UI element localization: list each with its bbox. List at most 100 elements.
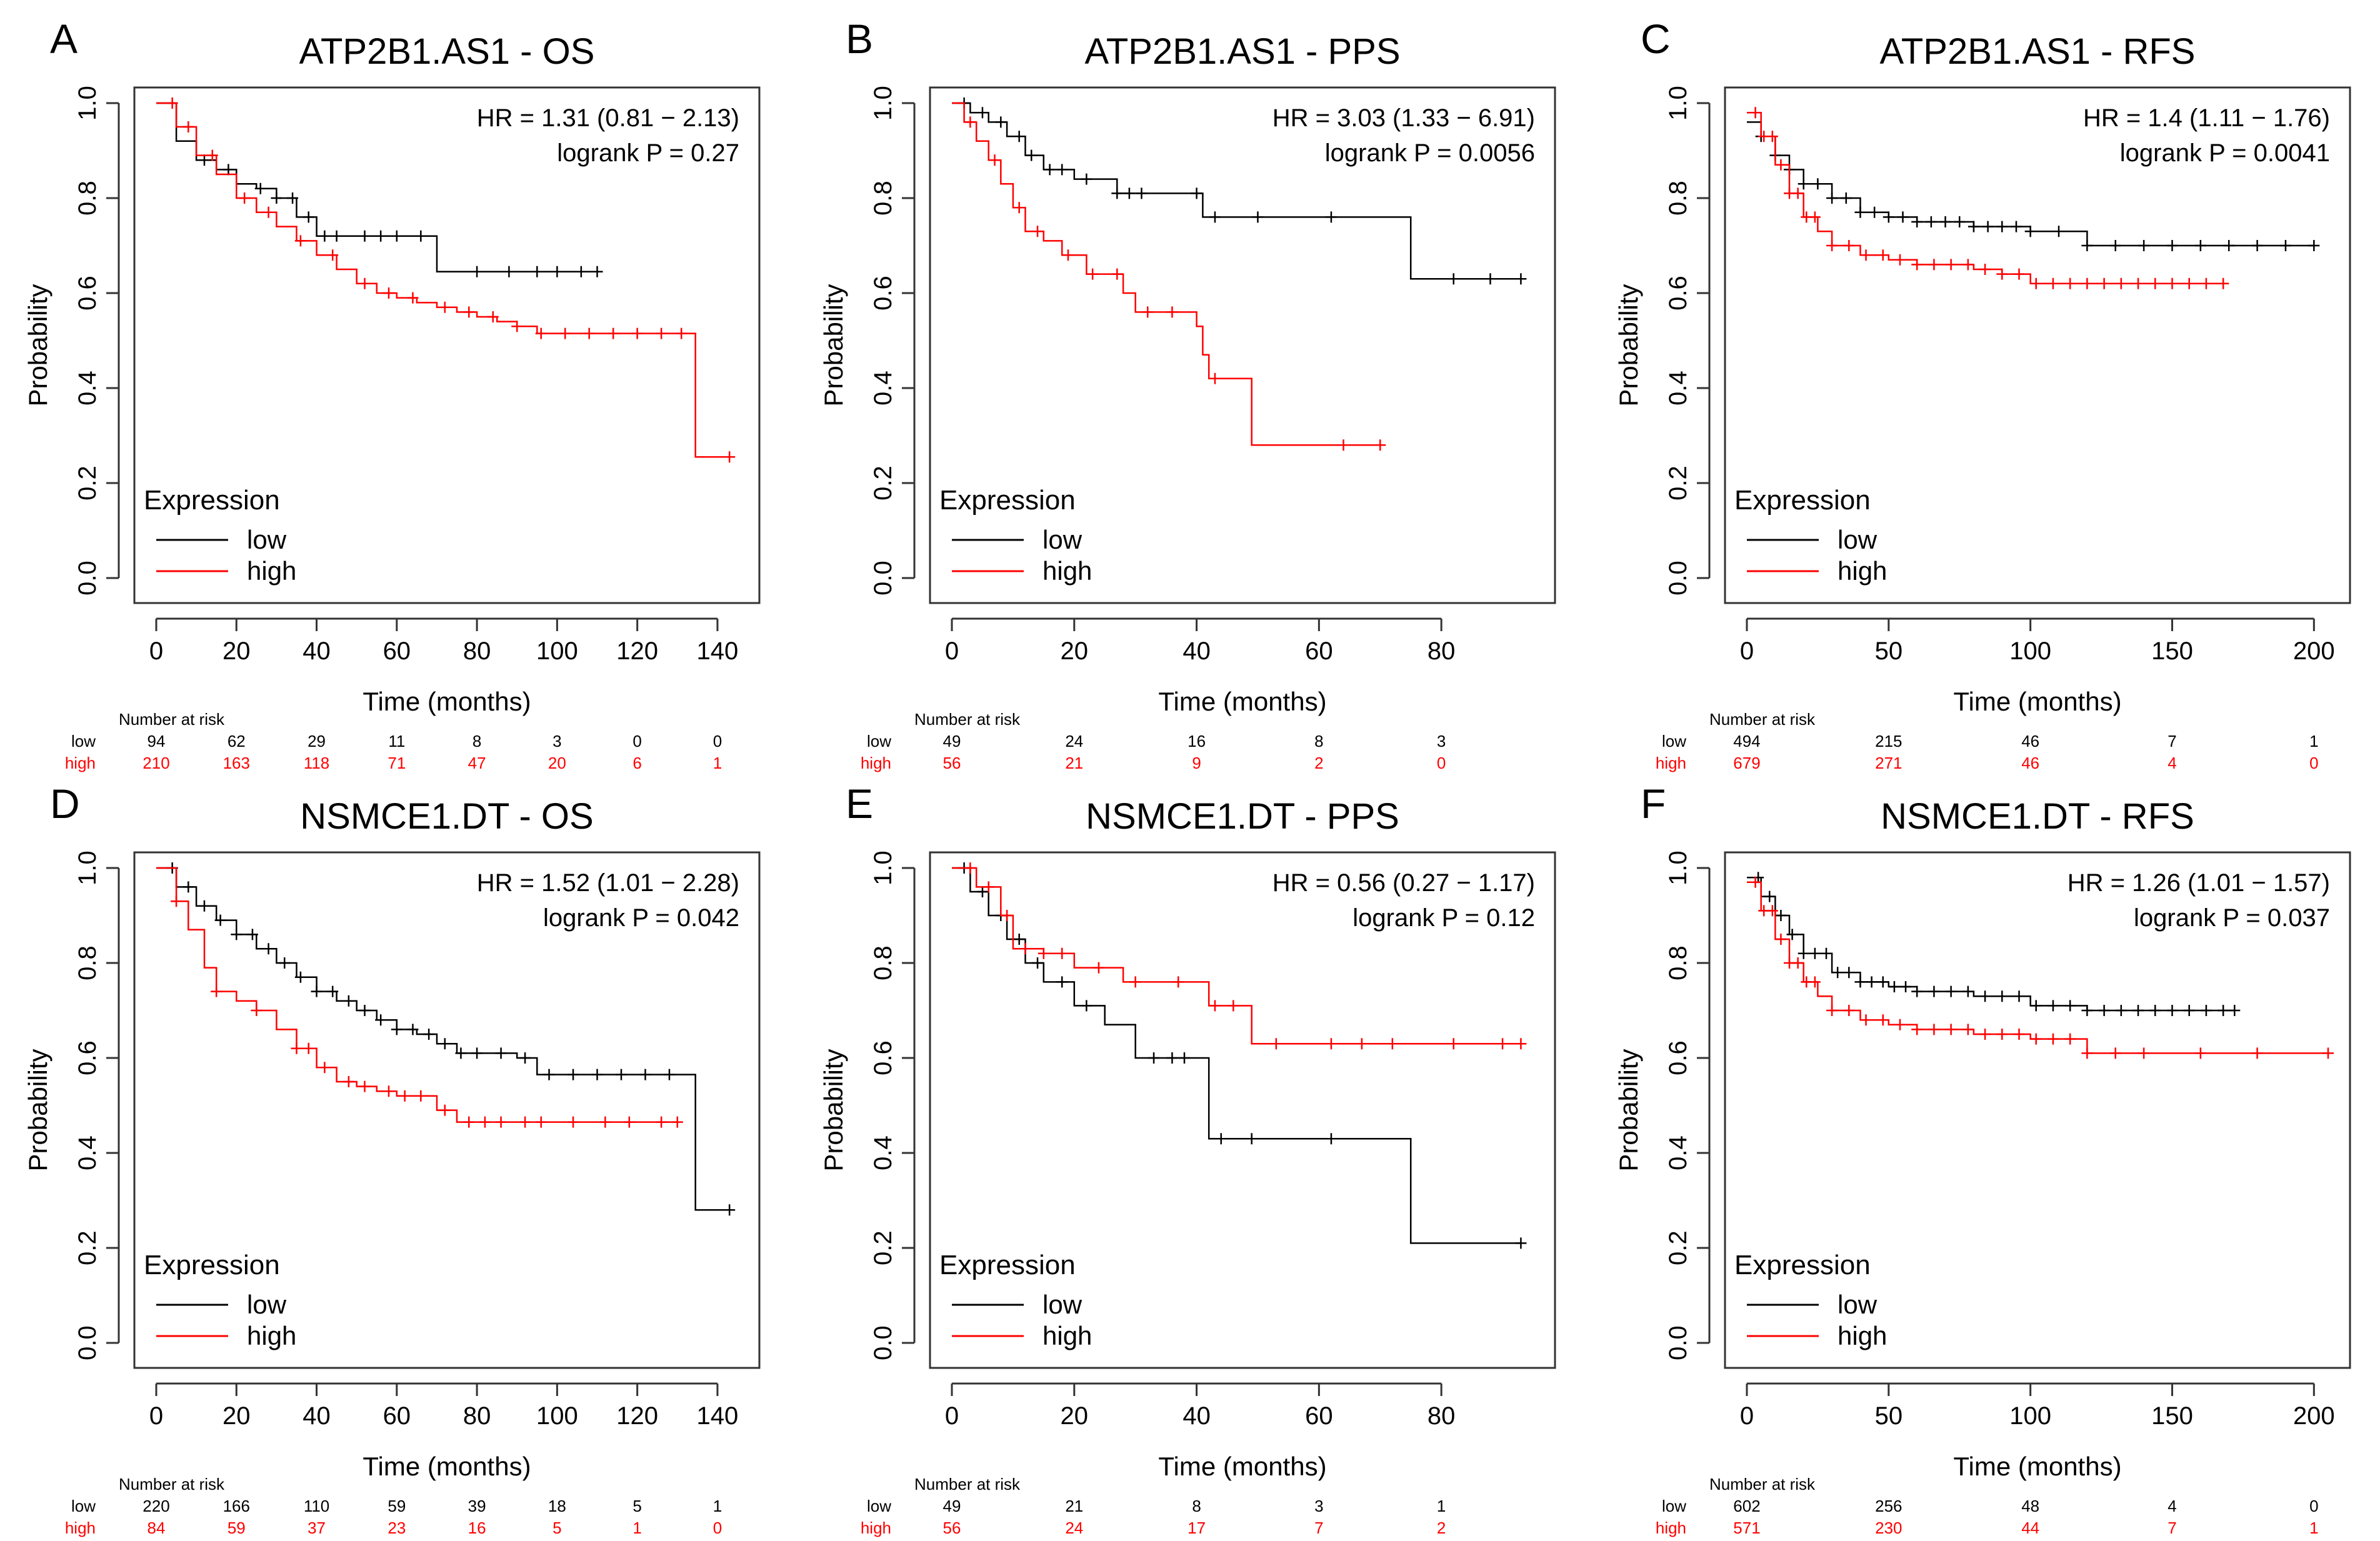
panel-c: C ATP2B1.AS1 - RFS 0.0 0.2 0.4 0.6 0.8 1.0 Proba… <box>1614 16 2351 772</box>
censor-mark-low <box>1832 967 1844 979</box>
censor-mark-low <box>1854 976 1866 988</box>
censor-mark-high <box>1209 1000 1221 1012</box>
censor-mark-high <box>239 192 251 204</box>
censor-mark-high <box>319 1062 331 1074</box>
risk-value: 16 <box>468 1519 486 1537</box>
censor-mark-low <box>2308 240 2320 251</box>
risk-table-header: Number at risk <box>119 710 225 729</box>
y-tick-label: 0.8 <box>74 181 101 216</box>
censor-mark-low <box>1888 981 1900 992</box>
censor-mark-low <box>1752 872 1764 884</box>
risk-table-header: Number at risk <box>1709 710 1816 729</box>
legend-title: Expression <box>144 1250 280 1280</box>
censor-mark-high <box>206 149 218 161</box>
risk-value: 7 <box>1314 1519 1323 1537</box>
x-tick-label: 80 <box>1428 637 1456 665</box>
censor-mark-high <box>1001 910 1013 921</box>
censor-mark-high <box>1013 202 1025 214</box>
y-tick-label: 0.0 <box>1664 1325 1692 1360</box>
censor-mark-low <box>287 192 299 204</box>
legend-label-high: high <box>1838 1321 1887 1350</box>
risk-value: 20 <box>548 754 566 772</box>
risk-value: 166 <box>223 1497 250 1515</box>
y-tick-label: 1.0 <box>1664 86 1692 121</box>
censor-mark-high <box>359 1080 371 1092</box>
x-tick-label: 80 <box>463 1402 491 1430</box>
x-tick-label: 100 <box>2009 637 2051 665</box>
censor-mark-low <box>1945 985 1957 997</box>
censor-mark-low <box>455 1047 467 1059</box>
risk-value: 3 <box>552 732 561 751</box>
km-curve-low <box>952 102 1521 280</box>
censor-mark-high <box>291 1042 302 1054</box>
censor-mark-high <box>568 1116 579 1128</box>
legend-title: Expression <box>1734 485 1871 516</box>
censor-mark-high <box>1809 976 1821 988</box>
censor-mark-low <box>342 995 354 1007</box>
risk-value: 0 <box>713 732 722 751</box>
legend-label-low: low <box>1042 525 1082 554</box>
risk-value: 24 <box>1065 1519 1083 1537</box>
censor-mark-low <box>2047 1000 2059 1012</box>
censor-mark-high <box>1979 264 1991 275</box>
censor-mark-low <box>2013 990 2025 1002</box>
censor-mark-high <box>1209 372 1221 384</box>
censor-mark-high <box>1877 1014 1889 1026</box>
censor-mark-high <box>479 1116 491 1128</box>
censor-mark-high <box>1775 934 1787 945</box>
risk-value: 679 <box>1733 754 1760 772</box>
y-tick-label: 0.8 <box>1664 945 1692 980</box>
risk-row-label-low: low <box>867 1497 891 1515</box>
y-tick-label: 0.8 <box>74 945 101 980</box>
y-tick-label: 0.4 <box>1664 1135 1692 1170</box>
censor-mark-high <box>1809 211 1821 223</box>
censor-mark-low <box>331 230 342 242</box>
censor-mark-low <box>2098 1005 2110 1016</box>
censor-mark-high <box>1142 306 1154 318</box>
censor-mark-high <box>487 311 499 322</box>
censor-mark-low <box>311 985 322 997</box>
censor-mark-high <box>302 1042 314 1054</box>
y-tick-label: 1.0 <box>74 86 101 121</box>
censor-mark-low <box>319 230 331 242</box>
x-tick-label: 0 <box>1740 1402 1754 1430</box>
km-curve-low <box>156 867 730 1211</box>
plot-frame <box>133 86 761 604</box>
censor-mark-low <box>2166 1005 2178 1016</box>
censor-mark-high <box>359 277 371 289</box>
censor-mark-low <box>2010 221 2022 232</box>
censor-mark-high <box>166 97 178 109</box>
y-axis-label: Probability <box>1614 1049 1643 1171</box>
y-tick-label: 0.4 <box>869 1135 897 1170</box>
censor-mark-low <box>1044 164 1056 176</box>
y-tick-label: 0.2 <box>74 1230 101 1265</box>
risk-value: 3 <box>1437 732 1446 751</box>
y-tick-label: 1.0 <box>869 86 897 121</box>
logrank-p-text: logrank P = 0.0056 <box>1325 139 1535 167</box>
y-tick-label: 0.0 <box>74 561 101 596</box>
panel-title: ATP2B1.AS1 - OS <box>299 31 595 72</box>
y-axis-label: Probability <box>819 1049 848 1171</box>
x-tick-label: 60 <box>383 637 411 665</box>
risk-value: 4 <box>2168 754 2176 772</box>
risk-value: 2 <box>1314 754 1323 772</box>
x-tick-label: 150 <box>2151 1402 2193 1430</box>
risk-value: 7 <box>2168 732 2176 751</box>
censor-mark-low <box>2109 240 2121 251</box>
legend-label-low: low <box>1838 1290 1878 1319</box>
censor-mark-low <box>2229 1005 2241 1016</box>
censor-mark-low <box>2081 1005 2093 1016</box>
x-tick-label: 0 <box>1740 637 1754 665</box>
risk-row-label-low: low <box>867 732 891 751</box>
censor-mark-low <box>1026 149 1038 161</box>
hazard-ratio-text: HR = 1.4 (1.11 − 1.76) <box>2083 104 2330 132</box>
legend-label-high: high <box>247 556 296 586</box>
censor-mark-high <box>262 206 274 218</box>
panel-title: NSMCE1.DT - OS <box>300 796 593 837</box>
risk-value: 49 <box>943 1497 961 1515</box>
censor-mark-low <box>327 985 339 997</box>
censor-mark-low <box>1928 985 1940 997</box>
censor-mark-high <box>1945 1024 1957 1035</box>
risk-value: 1 <box>632 1519 641 1537</box>
censor-mark-high <box>495 1116 507 1128</box>
